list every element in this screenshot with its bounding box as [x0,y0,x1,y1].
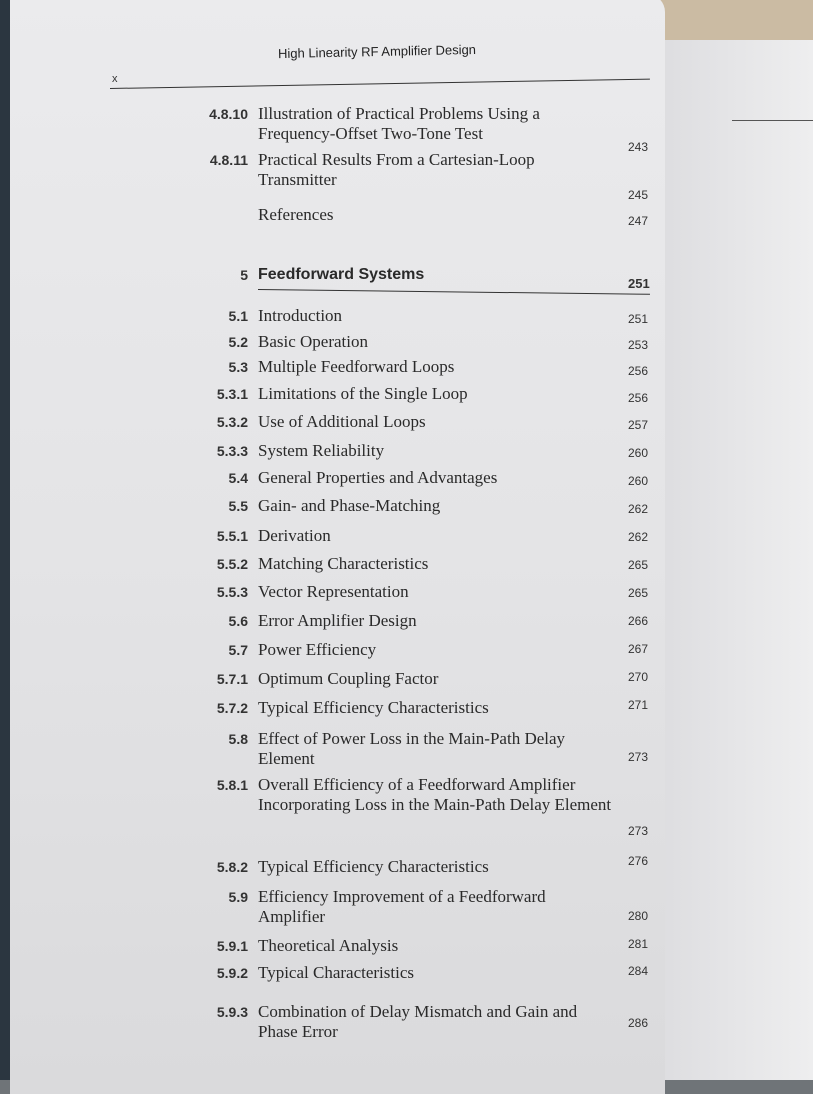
section-number: 5.5.1 [216,528,248,544]
section-title: Overall Efficiency of a Feedforward Ampl… [258,775,612,814]
book-page [10,0,665,1094]
page-number: 281 [628,937,649,951]
section-number: 5.9.1 [216,938,248,954]
section-title: Typical Efficiency Characteristics [258,698,489,717]
section-title: Use of Additional Loops [258,412,426,431]
page-number: 280 [628,909,649,923]
page-number: 273 [628,824,649,838]
section-title: Power Efficiency [258,640,377,659]
section-title: References [258,205,334,224]
section-title: Efficiency Improvement of a Feedforward … [258,887,546,926]
page-folio: x [112,73,118,85]
section-title: Vector Representation [258,582,409,601]
section-number: 5.9 [228,889,248,905]
section-title: Typical Efficiency Characteristics [258,857,489,876]
section-number: 5.3.2 [216,414,248,430]
section-number: 5.3.3 [216,443,248,459]
section-title: Illustration of Practical Problems Using… [258,104,540,143]
page-number: 245 [628,188,649,202]
section-title: Multiple Feedforward Loops [258,357,455,376]
page-number: 247 [628,214,649,228]
section-number: 5 [240,267,248,283]
page-number: 262 [628,502,649,516]
page-number: 257 [628,418,649,432]
page-number: 251 [628,276,650,291]
section-number: 5.8 [228,731,248,747]
section-title: Error Amplifier Design [258,611,417,630]
section-number: 5.3.1 [216,386,248,402]
section-title: Typical Characteristics [258,963,414,982]
section-number: 5.6 [228,613,248,629]
page-number: 260 [628,474,649,488]
page-number: 267 [628,642,649,656]
section-number: 5.8.2 [216,859,248,875]
page-number: 251 [628,312,649,326]
section-number: 5.4 [228,470,248,486]
section-title: Introduction [258,306,343,325]
page-number: 284 [628,964,649,978]
section-title: Effect of Power Loss in the Main-Path De… [258,729,566,768]
page-number: 271 [628,698,649,712]
section-title: Optimum Coupling Factor [258,669,439,688]
section-number: 5.3 [228,359,248,375]
page-number: 243 [628,140,649,154]
section-title: Matching Characteristics [258,554,429,573]
section-number: 5.5.3 [216,584,248,600]
page-number: 256 [628,391,649,405]
page-number: 265 [628,586,649,600]
section-number: 5.5.2 [216,556,248,572]
section-number: 5.7 [228,642,248,658]
page-number: 266 [628,614,649,628]
page-number: 253 [628,338,649,352]
page-number: 276 [628,854,649,868]
page-number: 273 [628,750,649,764]
section-number: 5.7.1 [216,671,248,687]
page-number: 262 [628,530,649,544]
section-title: Limitations of the Single Loop [258,384,468,403]
section-title: Feedforward Systems [258,266,425,283]
page-number: 286 [628,1016,649,1030]
section-title: Derivation [258,526,331,545]
section-title: Combination of Delay Mismatch and Gain a… [258,1002,578,1041]
section-number: 4.8.10 [209,106,248,122]
page-number: 260 [628,446,649,460]
section-number: 5.2 [228,334,248,350]
adjacent-page [650,0,813,1080]
section-title: Basic Operation [258,332,368,351]
section-title: Practical Results From a Cartesian-Loop … [258,150,535,189]
section-number: 5.7.2 [216,700,248,716]
section-number: 4.8.11 [209,152,248,168]
section-title: System Reliability [258,441,385,460]
section-title: Gain- and Phase-Matching [258,496,441,515]
section-number: 5.1 [228,308,248,324]
section-number: 5.9.2 [216,965,248,981]
section-number: 5.5 [228,498,248,514]
page-number: 265 [628,558,649,572]
section-number: 5.9.3 [216,1004,248,1020]
adjacent-page-rule [732,120,813,121]
section-title: Theoretical Analysis [258,936,399,955]
section-number: 5.8.1 [216,777,248,793]
section-title: General Properties and Advantages [258,468,498,487]
page-number: 256 [628,364,649,378]
page-number: 270 [628,670,649,684]
